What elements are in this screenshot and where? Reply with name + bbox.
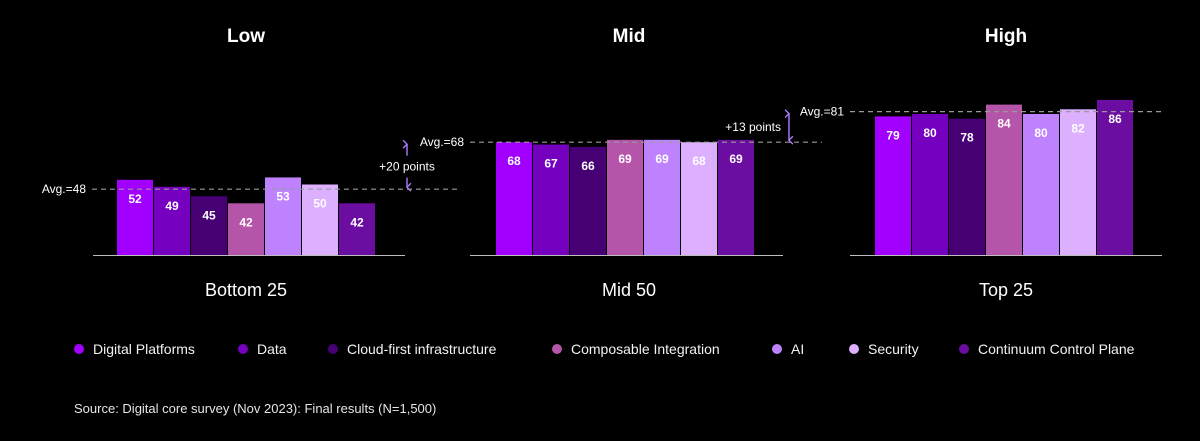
legend-swatch [74, 344, 84, 354]
bar-2-2 [949, 118, 985, 255]
bar-label-1-2: 66 [581, 159, 595, 173]
average-label-2: Avg.=81 [800, 105, 844, 119]
legend-label: Data [257, 341, 287, 357]
delta-label-1: +13 points [725, 120, 781, 134]
legend-item-6: Continuum Control Plane [959, 341, 1134, 357]
bar-0-2 [191, 196, 227, 255]
legend-item-3: Composable Integration [552, 341, 720, 357]
bar-2-1 [912, 114, 948, 255]
bar-label-2-5: 82 [1071, 121, 1085, 135]
legend-label: Composable Integration [571, 341, 720, 357]
group-title-1: Mid [613, 26, 646, 47]
bar-1-2 [570, 146, 606, 255]
legend-swatch [238, 344, 248, 354]
bar-label-2-0: 79 [886, 128, 900, 142]
bar-label-2-2: 78 [960, 131, 974, 145]
bar-label-0-1: 49 [165, 199, 179, 213]
legend-swatch [959, 344, 969, 354]
bar-1-0 [496, 142, 532, 255]
group-subtitle-1: Mid 50 [602, 280, 656, 300]
bar-label-0-0: 52 [128, 192, 142, 206]
bar-label-1-5: 68 [692, 154, 706, 168]
legend-swatch [772, 344, 782, 354]
source-note: Source: Digital core survey (Nov 2023): … [74, 401, 437, 416]
bar-label-0-3: 42 [239, 215, 253, 229]
bar-label-1-0: 68 [507, 154, 521, 168]
bar-0-0 [117, 179, 153, 255]
bar-label-1-3: 69 [618, 152, 632, 166]
legend-item-2: Cloud-first infrastructure [328, 341, 496, 357]
group-title-0: Low [227, 26, 265, 47]
bar-2-6 [1097, 99, 1133, 256]
bar-label-1-4: 69 [655, 152, 669, 166]
bar-label-1-6: 69 [729, 152, 743, 166]
bar-label-2-3: 84 [997, 117, 1011, 131]
legend-item-4: AI [772, 341, 804, 357]
delta-label-0: +20 points [379, 160, 435, 174]
bar-1-3 [607, 139, 643, 255]
bar-2-3 [986, 104, 1022, 255]
bar-0-5 [302, 184, 338, 255]
group-subtitle-2: Top 25 [979, 280, 1033, 300]
bar-label-2-4: 80 [1034, 126, 1048, 140]
bar-1-5 [681, 142, 717, 255]
bar-label-2-1: 80 [923, 126, 937, 140]
bar-1-1 [533, 144, 569, 255]
bar-2-4 [1023, 114, 1059, 255]
average-label-1: Avg.=68 [420, 135, 464, 149]
legend-item-5: Security [849, 341, 919, 357]
bar-2-5 [1060, 109, 1096, 255]
bar-label-0-2: 45 [202, 208, 216, 222]
legend-swatch [849, 344, 859, 354]
bar-0-3 [228, 203, 264, 255]
bar-0-1 [154, 186, 190, 255]
average-label-0: Avg.=48 [42, 182, 86, 196]
bar-label-2-6: 86 [1108, 112, 1122, 126]
bar-label-0-6: 42 [350, 215, 364, 229]
bar-1-6 [718, 139, 754, 255]
bar-0-4 [265, 177, 301, 255]
legend-item-1: Data [238, 341, 287, 357]
legend: Digital Platforms Data Cloud-first infrast… [74, 341, 1184, 361]
group-subtitle-0: Bottom 25 [205, 280, 287, 300]
group-title-2: High [985, 26, 1027, 47]
bar-chart: Low Bottom 25 52 49 45 42 53 50 42 Avg.=48 +20 poi… [42, 26, 1162, 300]
bar-label-1-1: 67 [544, 157, 558, 171]
legend-label: Digital Platforms [93, 341, 195, 357]
legend-label: Security [868, 341, 919, 357]
legend-item-0: Digital Platforms [74, 341, 195, 357]
legend-label: Continuum Control Plane [978, 341, 1135, 357]
bar-label-0-4: 53 [276, 189, 290, 203]
legend-label: Cloud-first infrastructure [347, 341, 497, 357]
bar-1-4 [644, 139, 680, 255]
legend-swatch [328, 344, 338, 354]
bar-2-0 [875, 116, 911, 255]
legend-swatch [552, 344, 562, 354]
legend-label: AI [791, 341, 805, 357]
bar-0-6 [339, 203, 375, 255]
bar-label-0-5: 50 [313, 197, 327, 211]
